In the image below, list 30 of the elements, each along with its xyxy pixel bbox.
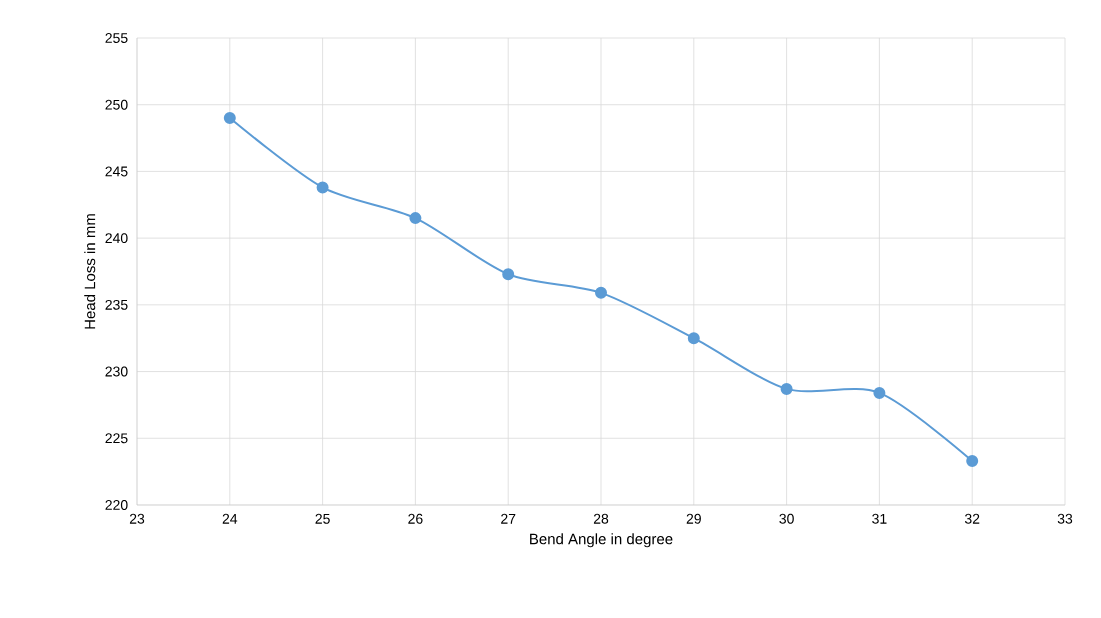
x-tick-label: 25 [315, 513, 330, 524]
point [409, 212, 422, 225]
x-tick-label: 28 [593, 513, 609, 524]
point [873, 386, 886, 399]
x-tick-label: 33 [1057, 513, 1073, 524]
y-tick-label: 255 [105, 33, 128, 43]
y-axis-title: Head Loss in mm [84, 214, 96, 329]
point [966, 454, 979, 467]
y-tick-label: 235 [105, 299, 128, 310]
x-tick-label: 32 [964, 513, 980, 524]
x-tick-label: 27 [501, 513, 516, 524]
x-tick-label: 26 [408, 513, 423, 524]
point [687, 332, 700, 345]
point [502, 268, 515, 281]
point [595, 286, 607, 299]
y-tick-label: 230 [105, 366, 128, 377]
x-tick-label: 24 [222, 513, 238, 524]
y-tick-label: 240 [105, 233, 128, 244]
x-tick-label: 30 [779, 513, 794, 524]
x-tick-label: 31 [872, 513, 887, 524]
y-tick-label: 220 [105, 500, 128, 510]
x-tick-label: 23 [129, 513, 145, 524]
point [316, 181, 329, 194]
y-tick-label: 245 [105, 166, 128, 177]
x-axis-title: Bend Angle in degree [530, 533, 673, 548]
y-tick-label: 225 [105, 433, 128, 444]
point [223, 112, 236, 125]
x-tick-label: 29 [686, 513, 701, 524]
y-tick-label: 250 [105, 99, 128, 110]
point [780, 382, 793, 395]
